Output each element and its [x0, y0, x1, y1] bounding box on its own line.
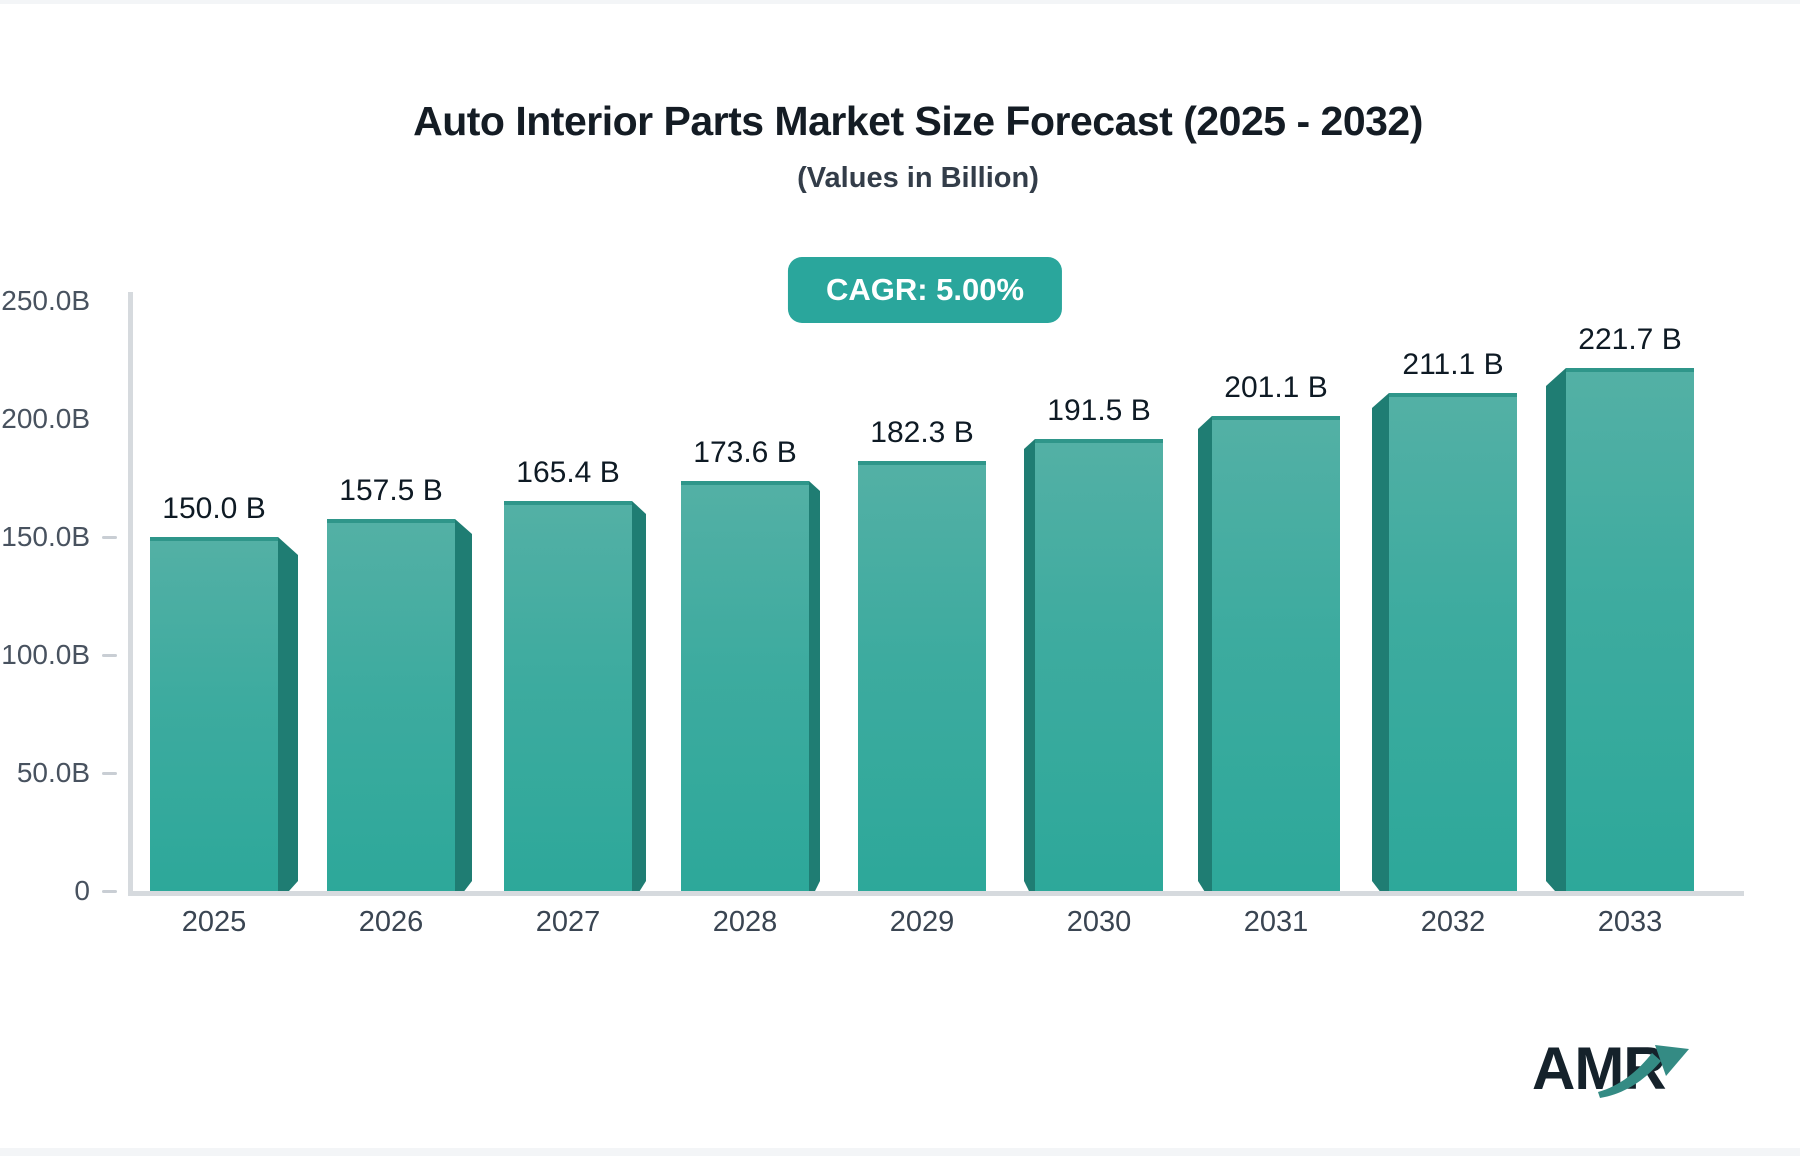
bar-value-label: 173.6 B — [693, 436, 797, 469]
y-tick-label: 250.0B — [1, 285, 90, 316]
bar-side-2026 — [455, 519, 472, 891]
y-tick-mark — [102, 890, 117, 893]
bar-front-2030 — [1035, 439, 1163, 891]
bar-value-label: 165.4 B — [516, 456, 620, 489]
x-tick-label: 2030 — [1066, 906, 1132, 938]
bar-side-2030 — [1024, 439, 1035, 891]
bar-side-2033 — [1546, 368, 1566, 891]
bar-value-label: 191.5 B — [1047, 394, 1151, 427]
x-tick-label: 2026 — [358, 906, 424, 938]
x-tick-label: 2028 — [712, 906, 778, 938]
x-tick-label: 2025 — [181, 906, 247, 938]
x-tick-label: 2029 — [889, 906, 955, 938]
chart-card: Auto Interior Parts Market Size Forecast… — [0, 4, 1800, 1148]
x-tick-label: 2032 — [1420, 906, 1486, 938]
y-tick-mark — [102, 654, 117, 657]
bar-value-label: 221.7 B — [1578, 323, 1682, 356]
bar-side-2031 — [1198, 416, 1212, 891]
bar-side-2032 — [1372, 393, 1389, 891]
bar-value-label: 150.0 B — [162, 492, 266, 525]
bar-front-2026 — [327, 519, 455, 891]
bar-value-label: 201.1 B — [1224, 371, 1328, 404]
bar-front-2031 — [1212, 416, 1340, 891]
x-axis-line — [128, 891, 1744, 896]
bar-front-2033 — [1566, 368, 1694, 891]
y-tick-mark — [102, 536, 117, 539]
bar-side-2027 — [632, 501, 646, 891]
y-tick-label: 0 — [74, 875, 90, 906]
bar-value-label: 182.3 B — [870, 416, 974, 449]
chart-title: Auto Interior Parts Market Size Forecast… — [413, 98, 1423, 144]
bar-front-2025 — [150, 537, 278, 891]
x-tick-label: 2027 — [535, 906, 601, 938]
growth-arrow-icon — [1598, 1045, 1689, 1098]
y-tick-mark — [102, 772, 117, 775]
cagr-badge: CAGR: 5.00% — [787, 257, 1063, 323]
bar-value-label: 157.5 B — [339, 474, 443, 507]
chart-subtitle: (Values in Billion) — [797, 162, 1039, 194]
y-tick-label: 150.0B — [1, 521, 90, 552]
x-tick-label: 2033 — [1597, 906, 1663, 938]
y-tick-label: 50.0B — [16, 757, 90, 788]
bar-front-2028 — [681, 481, 809, 891]
y-tick-label: 200.0B — [1, 403, 90, 434]
x-tick-label: 2031 — [1243, 906, 1309, 938]
y-tick-label: 100.0B — [1, 639, 90, 670]
bar-front-2027 — [504, 501, 632, 891]
bar-side-2025 — [278, 537, 298, 891]
bar-front-2029 — [858, 461, 986, 891]
y-axis-line — [128, 292, 133, 896]
bar-front-2032 — [1389, 393, 1517, 891]
bar-side-2028 — [809, 481, 820, 891]
bar-value-label: 211.1 B — [1402, 348, 1504, 381]
